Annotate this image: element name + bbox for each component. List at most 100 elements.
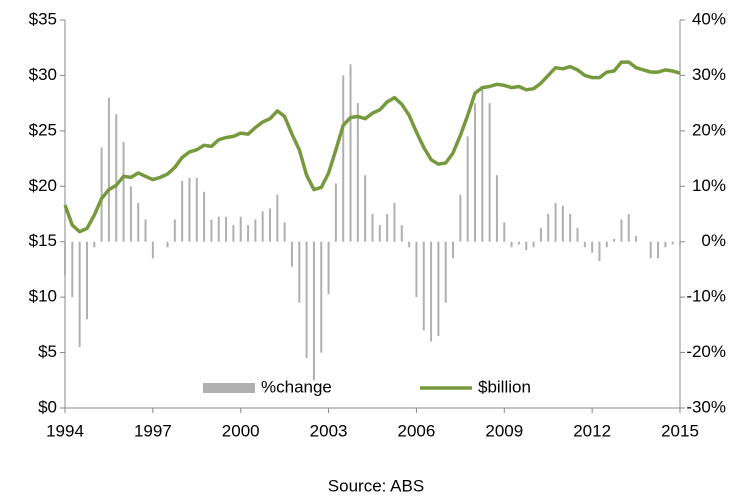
bar [488, 103, 491, 242]
bar [342, 75, 345, 242]
bar [276, 194, 279, 242]
bar [415, 241, 418, 298]
bar [635, 236, 638, 242]
y2-tick-label: -20% [686, 342, 726, 361]
source-note: Source: ABS [328, 476, 424, 495]
bar [364, 175, 367, 242]
bar [107, 97, 110, 242]
bar [583, 241, 586, 248]
bar [181, 180, 184, 242]
bar [371, 214, 374, 242]
y-tick-label: $0 [38, 397, 57, 416]
bar [203, 191, 206, 242]
bar [100, 147, 103, 242]
x-tick-label: 2000 [222, 421, 260, 440]
bar [408, 241, 411, 248]
x-tick-label: 1994 [46, 421, 84, 440]
bar [657, 241, 660, 259]
bar [151, 241, 154, 259]
y-tick-label: $35 [29, 9, 57, 28]
bar [269, 208, 271, 242]
bar [173, 219, 176, 242]
bar [386, 214, 389, 242]
bar [613, 238, 616, 242]
bar [232, 225, 235, 242]
y-tick-label: $15 [29, 231, 57, 250]
bar [444, 241, 447, 303]
bar [671, 241, 674, 245]
bar [649, 241, 652, 259]
bar [474, 103, 476, 242]
bar [239, 216, 242, 242]
line [63, 60, 681, 234]
y2-tick-label: 20% [692, 120, 726, 139]
bar [561, 205, 564, 242]
bar [532, 241, 535, 248]
bar [605, 241, 608, 248]
bar [495, 175, 498, 242]
legend-label: $billion [478, 377, 531, 396]
bar [210, 219, 213, 242]
bar [517, 241, 520, 245]
y2-tick-label: -30% [686, 397, 726, 416]
bar [305, 241, 308, 359]
legend-swatch [203, 383, 255, 393]
bar [225, 216, 228, 242]
bar [393, 202, 396, 242]
bar [188, 177, 191, 242]
x-tick-label: 2012 [573, 421, 611, 440]
bar [78, 241, 81, 348]
bar [247, 225, 250, 242]
bar [64, 241, 66, 275]
bar [349, 64, 352, 242]
y2-tick-label: 10% [692, 176, 726, 195]
bar [378, 225, 381, 242]
bar [115, 114, 118, 242]
bar [591, 241, 594, 253]
bar [93, 241, 96, 248]
bar [129, 186, 132, 242]
bar [466, 136, 469, 242]
bar [195, 177, 198, 242]
bar [481, 86, 484, 242]
x-tick-label: 2006 [398, 421, 436, 440]
bar [503, 222, 506, 242]
bar [217, 216, 220, 242]
bar [254, 219, 257, 242]
x-tick-label: 2015 [661, 421, 699, 440]
bar [627, 214, 630, 242]
bar [554, 202, 557, 242]
bar [85, 241, 88, 320]
bar [620, 219, 623, 242]
y-tick-label: $25 [29, 120, 57, 139]
bar [569, 214, 572, 242]
bar [71, 241, 74, 298]
y2-tick-label: 0% [701, 231, 726, 250]
bar [547, 214, 550, 242]
bar [312, 241, 315, 381]
y2-tick-label: -10% [686, 287, 726, 306]
bar [144, 219, 147, 242]
bar [598, 241, 601, 262]
bar [290, 241, 293, 267]
bar [430, 241, 433, 342]
bar [525, 241, 528, 251]
x-tick-label: 2003 [310, 421, 348, 440]
bar [452, 241, 455, 259]
bar [320, 241, 323, 353]
y-tick-label: $20 [29, 176, 57, 195]
bar [679, 241, 681, 245]
y-tick-label: $5 [38, 342, 57, 361]
bar [298, 241, 301, 303]
bar [400, 225, 403, 242]
bar [422, 241, 425, 331]
bar [459, 194, 462, 242]
bar [664, 241, 667, 248]
bar [261, 211, 264, 242]
bar [510, 241, 513, 248]
bar [283, 222, 286, 242]
y2-tick-label: 40% [692, 9, 726, 28]
x-tick-label: 1997 [134, 421, 172, 440]
bar [356, 103, 359, 242]
